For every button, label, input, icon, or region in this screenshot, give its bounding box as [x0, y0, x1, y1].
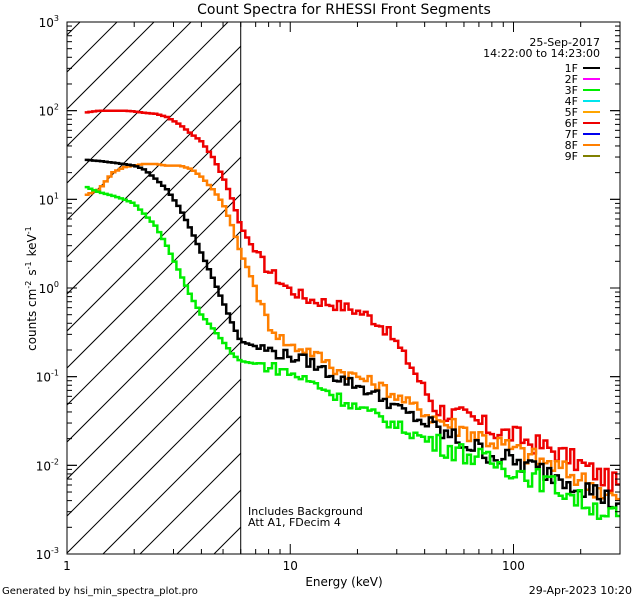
- hatch-line: [67, 304, 241, 480]
- y-tick-label: 102: [39, 103, 59, 119]
- annotation-attenuator: Att A1, FDecim 4: [248, 516, 341, 529]
- hatch-line: [67, 119, 241, 295]
- hatch-line: [67, 45, 241, 221]
- hatch-line: [67, 378, 241, 554]
- hatch-line: [621, 0, 640, 554]
- legend-label: 9F: [565, 150, 578, 163]
- legend-label: 4F: [565, 95, 578, 108]
- y-tick-label: 100: [39, 280, 59, 296]
- hatch-line: [67, 267, 241, 443]
- y-tick-label: 10-3: [36, 546, 59, 562]
- y-axis-tick-labels: 10-3 10-2 10-1 100 101 102 103: [36, 14, 59, 562]
- x-tick-label: 1: [63, 559, 71, 573]
- legend-label: 8F: [565, 139, 578, 152]
- hatch-line: [288, 0, 640, 554]
- series-1F: [84, 158, 620, 510]
- series-6F: [84, 109, 620, 493]
- annotation-background: Includes Background: [248, 505, 363, 518]
- hatch-line: [473, 0, 640, 554]
- legend-label: 7F: [565, 128, 578, 141]
- hatch-line: [67, 22, 229, 184]
- hatch-line: [251, 0, 640, 554]
- legend-label: 6F: [565, 117, 578, 130]
- y-tick-label: 103: [39, 14, 59, 30]
- footer-timestamp: 29-Apr-2023 10:20: [529, 584, 632, 597]
- legend-label: 1F: [565, 62, 578, 75]
- hatch-line: [67, 341, 241, 517]
- legend-label: 3F: [565, 84, 578, 97]
- hatched-region: [0, 0, 640, 554]
- x-axis-tick-labels: 1 10 100: [63, 559, 525, 573]
- hatch-line: [67, 156, 241, 332]
- chart-title: Count Spectra for RHESSI Front Segments: [197, 2, 491, 18]
- y-tick-label: 101: [39, 191, 59, 207]
- date-label: 25-Sep-2017: [529, 36, 600, 49]
- y-axis-label: counts cm-2 s-1 keV-1: [24, 225, 39, 351]
- x-axis-ticks: [66, 22, 621, 554]
- y-tick-label: 10-2: [36, 457, 59, 473]
- legend-label: 2F: [565, 73, 578, 86]
- hatch-line: [102, 415, 241, 554]
- x-axis-label: Energy (keV): [305, 575, 382, 589]
- time-range-label: 14:22:00 to 14:23:00: [483, 47, 600, 60]
- series-3F: [84, 185, 620, 520]
- y-tick-label: 10-1: [36, 369, 59, 385]
- y-axis-ticks: [67, 21, 620, 555]
- hatch-line: [0, 0, 137, 554]
- hatch-line: [67, 82, 241, 258]
- hatch-line: [67, 193, 241, 369]
- generator-credit: Generated by hsi_min_spectra_plot.pro: [2, 586, 198, 597]
- legend-label: 5F: [565, 106, 578, 119]
- series-8F: [84, 162, 620, 501]
- x-tick-label: 100: [502, 559, 525, 573]
- series-layer: [84, 109, 620, 520]
- x-tick-label: 10: [283, 559, 298, 573]
